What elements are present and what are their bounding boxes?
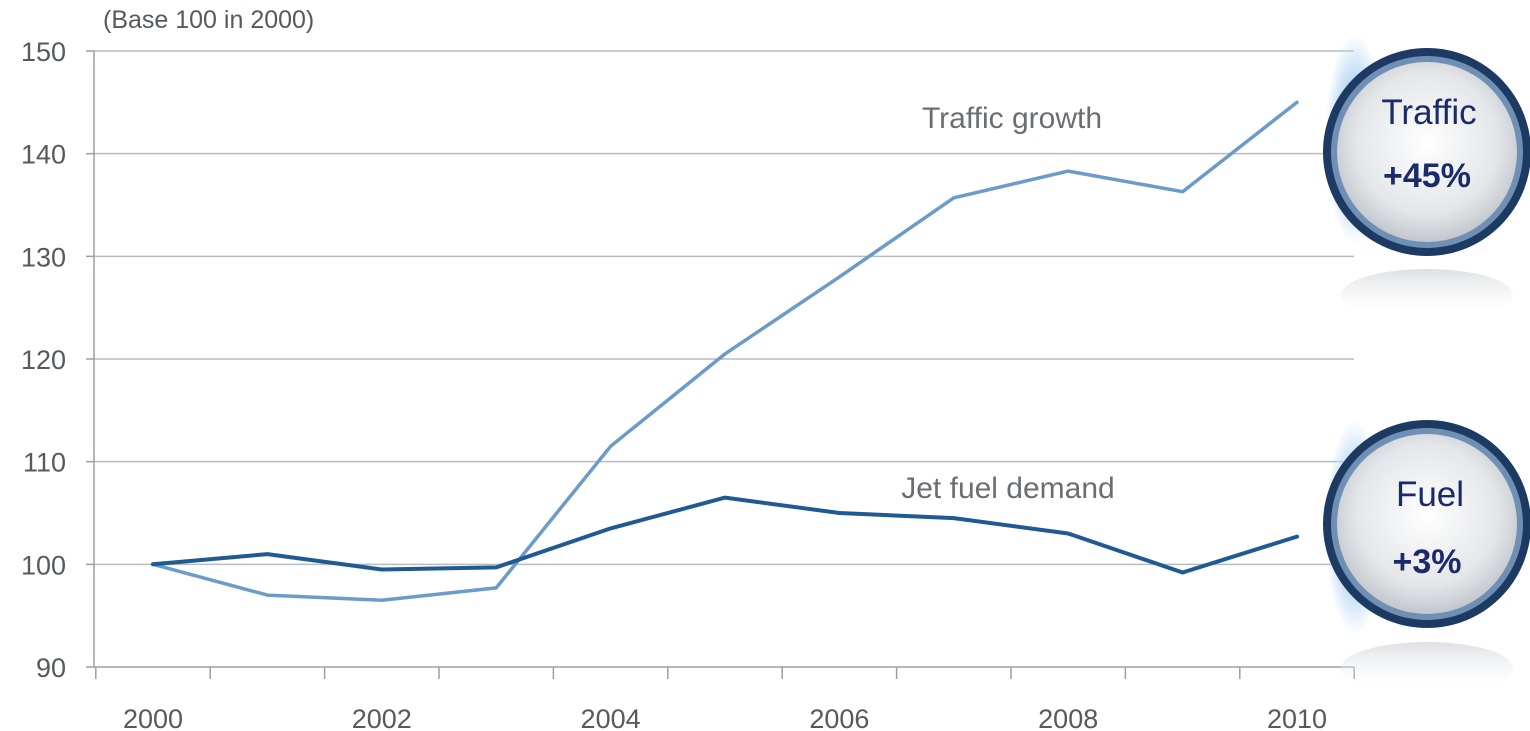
y-tick-label: 140 — [21, 140, 66, 170]
x-axis: 2000 2002 2004 2006 2008 2010 — [95, 667, 1355, 731]
x-tick-label: 2004 — [581, 704, 641, 731]
traffic-badge-face — [1337, 62, 1517, 242]
series-label-traffic-growth: Traffic growth — [922, 102, 1102, 135]
traffic-badge-reflection — [1341, 269, 1513, 321]
x-tick-label: 2010 — [1267, 704, 1327, 731]
fuel-badge-title: Fuel — [1396, 475, 1464, 514]
traffic-badge-title: Traffic — [1381, 93, 1476, 132]
x-tick-label: 2002 — [352, 704, 412, 731]
unit-label: (Base 100 in 2000) — [103, 6, 314, 34]
x-tick-label: 2008 — [1038, 704, 1098, 731]
gridlines — [94, 50, 1354, 668]
traffic-badge: Traffic +45% — [1323, 34, 1530, 321]
fuel-badge-value: +3% — [1393, 543, 1462, 581]
fuel-badge-reflection — [1341, 642, 1513, 694]
y-tick-label: 130 — [21, 242, 66, 272]
series-line-traffic-growth — [151, 100, 1299, 603]
y-tick-label: 150 — [21, 37, 66, 67]
series-lines — [151, 100, 1299, 603]
y-tick-label: 120 — [21, 345, 66, 375]
fuel-badge-face — [1337, 434, 1517, 614]
fuel-badge: Fuel +3% — [1323, 420, 1530, 694]
y-tick-label: 100 — [21, 550, 66, 580]
x-tick-label: 2000 — [123, 704, 183, 731]
y-tick-label: 90 — [36, 653, 66, 683]
series-line-jet-fuel-demand — [151, 495, 1299, 575]
y-axis: 90 100 110 120 130 140 150 — [21, 37, 95, 683]
traffic-badge-value: +45% — [1383, 157, 1471, 195]
x-tick-label: 2006 — [809, 704, 869, 731]
y-tick-label: 110 — [23, 448, 66, 478]
series-label-jet-fuel-demand: Jet fuel demand — [901, 472, 1114, 505]
